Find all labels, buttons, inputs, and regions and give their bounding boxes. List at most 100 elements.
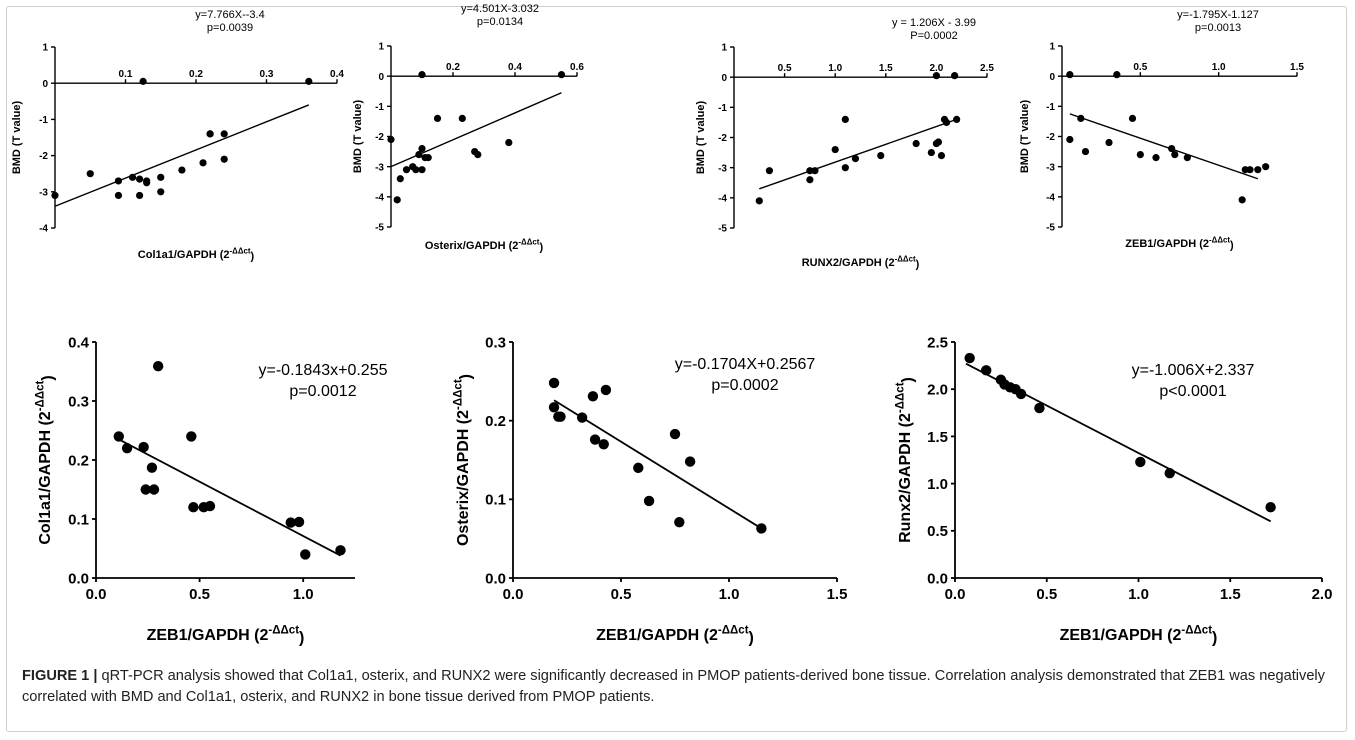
data-point xyxy=(157,188,165,196)
data-point xyxy=(1034,402,1045,414)
chart-panel-4: -5 -4 -3 -2 -1 0 1 0.5 1.0 1.5 y=-1.795X-1.127p=0.… xyxy=(1019,9,1304,252)
y-tick-label: -3 xyxy=(1046,162,1055,173)
y-tick-label: 0.1 xyxy=(68,511,89,528)
data-point xyxy=(396,175,404,183)
data-point xyxy=(335,545,346,556)
y-tick-label: 2.0 xyxy=(927,382,948,399)
x-tick-label: 0.6 xyxy=(570,62,584,73)
data-point xyxy=(851,155,860,163)
data-point xyxy=(220,130,228,138)
regression-line xyxy=(759,118,957,190)
y-tick-label: 1 xyxy=(721,43,727,54)
y-tick-label: 1 xyxy=(1049,42,1055,53)
y-tick-label: -1 xyxy=(1046,102,1055,113)
y-tick-label: 0.4 xyxy=(68,334,90,351)
data-point xyxy=(951,72,959,80)
regression-line xyxy=(54,104,310,207)
x-tick-label: 0.3 xyxy=(260,69,274,80)
caption-text: qRT-PCR analysis showed that Col1a1, ost… xyxy=(22,668,1325,705)
data-point xyxy=(136,191,144,200)
data-point xyxy=(576,412,588,423)
y-axis-label: BMD (T value) xyxy=(695,100,707,174)
data-point xyxy=(1015,388,1027,400)
data-point xyxy=(669,428,681,440)
data-point xyxy=(643,495,655,507)
x-tick-label: 1.0 xyxy=(293,586,314,603)
x-tick-label: 0.2 xyxy=(446,62,460,73)
data-point xyxy=(548,402,560,413)
p-value: p<0.0001 xyxy=(1159,383,1226,400)
data-point xyxy=(1152,154,1160,162)
data-point xyxy=(587,391,599,402)
y-axis-label: BMD (T value) xyxy=(352,99,364,173)
data-point xyxy=(206,130,214,138)
data-point xyxy=(1183,154,1191,162)
x-tick-label: 2.0 xyxy=(1312,586,1333,603)
regression-equation: y=7.766X--3.4 xyxy=(195,9,264,21)
figure-frame xyxy=(6,6,1347,732)
y-tick-label: -3 xyxy=(39,187,48,198)
x-tick-label: 2.5 xyxy=(980,63,994,74)
x-axis-label: ZEB1/GAPDH (2-ΔΔct) xyxy=(147,625,305,647)
data-point xyxy=(114,191,123,200)
regression-line xyxy=(1069,113,1259,180)
y-tick-label: -5 xyxy=(375,223,384,234)
x-tick-label: 0.4 xyxy=(330,69,344,80)
x-tick-label: 0.0 xyxy=(945,586,966,603)
data-point xyxy=(806,167,814,175)
x-tick-label: 0.0 xyxy=(86,586,107,603)
regression-line xyxy=(118,438,341,557)
data-point xyxy=(1113,71,1121,79)
regression-equation: y = 1.206X - 3.99 xyxy=(892,17,976,29)
data-point xyxy=(300,549,311,560)
p-value: p=0.0134 xyxy=(477,16,523,28)
x-tick-label: 1.5 xyxy=(827,586,848,603)
data-point xyxy=(415,151,423,159)
caption-label: FIGURE 1 | xyxy=(22,668,98,684)
x-tick-label: 0.2 xyxy=(189,69,203,80)
data-point xyxy=(942,118,951,127)
data-point xyxy=(927,148,935,157)
data-point xyxy=(831,145,839,154)
y-tick-label: -1 xyxy=(39,115,48,126)
data-point xyxy=(402,166,411,174)
p-value: p=0.0013 xyxy=(1195,22,1241,34)
y-tick-label: -2 xyxy=(39,151,48,162)
data-point xyxy=(433,114,442,122)
y-tick-label: 0 xyxy=(42,79,48,90)
data-point xyxy=(285,517,296,528)
data-point xyxy=(412,166,420,174)
x-tick-label: 1.5 xyxy=(1220,586,1241,603)
regression-line xyxy=(553,399,762,530)
y-axis-label: Osterix/GAPDH (2-ΔΔct) xyxy=(453,374,475,546)
y-axis-label: BMD (T value) xyxy=(11,100,23,174)
chart-panel-5: 0.0 0.1 0.2 0.3 0.4 0.0 0.5 1.0 y=-0.1843x+0.255… xyxy=(35,334,388,646)
y-tick-label: -4 xyxy=(1046,192,1055,203)
y-tick-label: 0.3 xyxy=(485,334,506,351)
data-point xyxy=(932,72,941,80)
x-axis-label: Osterix/GAPDH (2-ΔΔct) xyxy=(425,238,544,254)
x-tick-label: 2.0 xyxy=(929,63,943,74)
data-point xyxy=(674,516,685,528)
y-tick-label: 1.5 xyxy=(927,429,948,446)
x-tick-label: 0.0 xyxy=(503,586,524,603)
y-tick-label: -5 xyxy=(1046,223,1055,234)
y-tick-label: -1 xyxy=(718,103,727,114)
data-point xyxy=(418,166,426,174)
data-point xyxy=(1164,468,1175,479)
data-point xyxy=(1246,166,1254,174)
y-tick-label: 0.5 xyxy=(927,523,948,540)
data-point xyxy=(199,159,207,167)
data-point xyxy=(598,439,609,450)
y-tick-label: 0.0 xyxy=(68,570,89,587)
data-point xyxy=(953,115,961,123)
chart-panel-2: -5 -4 -3 -2 -1 0 1 0.2 0.4 0.6 y=4.501X-3.032p=0.0… xyxy=(352,3,584,254)
data-point xyxy=(1066,71,1074,79)
y-tick-label: 0 xyxy=(1049,72,1055,83)
p-value: p=0.0039 xyxy=(207,22,253,34)
data-point xyxy=(765,167,774,175)
x-tick-label: 1.5 xyxy=(1290,62,1304,73)
data-point xyxy=(114,177,123,185)
y-tick-label: 0.2 xyxy=(68,452,89,469)
